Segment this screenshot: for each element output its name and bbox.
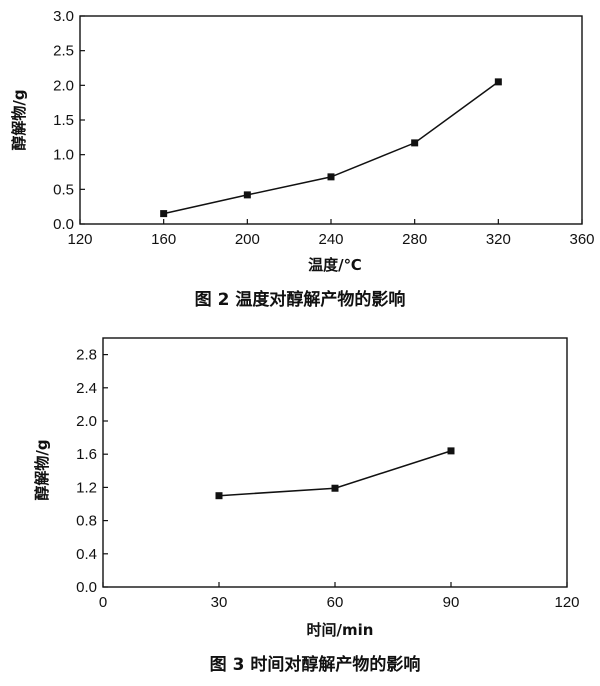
y-tick-label: 1.2 bbox=[76, 479, 97, 496]
y-tick-label: 2.0 bbox=[76, 413, 97, 430]
y-tick-label: 1.6 bbox=[76, 446, 97, 463]
x-tick-label: 60 bbox=[327, 594, 344, 611]
y-tick-label: 0.0 bbox=[76, 579, 97, 596]
chart-time: 0.0 0.4 0.8 1.2 1.6 2.0 2.4 2.8 0 30 60 90 120 醇解物/… bbox=[33, 337, 580, 675]
x-tick-label: 280 bbox=[402, 231, 427, 248]
y-axis-title: 醇解物/g bbox=[10, 89, 28, 150]
y-tick-label: 1.0 bbox=[53, 147, 74, 164]
x-tick-label: 360 bbox=[569, 231, 594, 248]
x-tick-label: 200 bbox=[235, 231, 260, 248]
x-tick-label: 160 bbox=[151, 231, 176, 248]
chart-temperature: 0.0 0.5 1.0 1.5 2.0 2.5 3.0 120 160 200 240 280 320… bbox=[10, 8, 595, 310]
data-point bbox=[215, 492, 223, 500]
x-tick-label: 120 bbox=[554, 594, 579, 611]
y-tick-label: 0.5 bbox=[53, 181, 74, 198]
data-point bbox=[494, 78, 502, 86]
data-point bbox=[447, 447, 455, 455]
plot-frame bbox=[102, 337, 568, 588]
y-tick-label: 1.5 bbox=[53, 112, 74, 129]
plot-frame bbox=[79, 15, 583, 225]
y-axis-title: 醇解物/g bbox=[33, 439, 51, 500]
y-tick-label: 0.0 bbox=[53, 216, 74, 233]
data-point bbox=[160, 210, 168, 218]
x-axis-title: 温度/℃ bbox=[308, 256, 362, 274]
y-tick-label: 2.0 bbox=[53, 77, 74, 94]
y-tick-label: 0.8 bbox=[76, 513, 97, 530]
data-point bbox=[411, 139, 419, 147]
y-tick-label: 2.5 bbox=[53, 43, 74, 60]
x-tick-label: 240 bbox=[318, 231, 343, 248]
x-tick-label: 320 bbox=[486, 231, 511, 248]
x-tick-label: 0 bbox=[99, 594, 107, 611]
data-point bbox=[331, 484, 339, 492]
x-axis-title: 时间/min bbox=[307, 621, 374, 639]
series-line bbox=[163, 81, 499, 215]
x-tick-label: 90 bbox=[443, 594, 460, 611]
y-tick-label: 3.0 bbox=[53, 8, 74, 25]
x-tick-label: 30 bbox=[211, 594, 228, 611]
x-tick-label: 120 bbox=[67, 231, 92, 248]
y-tick-label: 2.4 bbox=[76, 380, 97, 397]
figure-caption: 图 2 温度对醇解产物的影响 bbox=[195, 289, 406, 310]
data-point bbox=[327, 173, 335, 181]
y-tick-label: 2.8 bbox=[76, 347, 97, 364]
data-point bbox=[243, 191, 251, 199]
figure-caption: 图 3 时间对醇解产物的影响 bbox=[210, 654, 421, 675]
y-tick-label: 0.4 bbox=[76, 546, 97, 563]
